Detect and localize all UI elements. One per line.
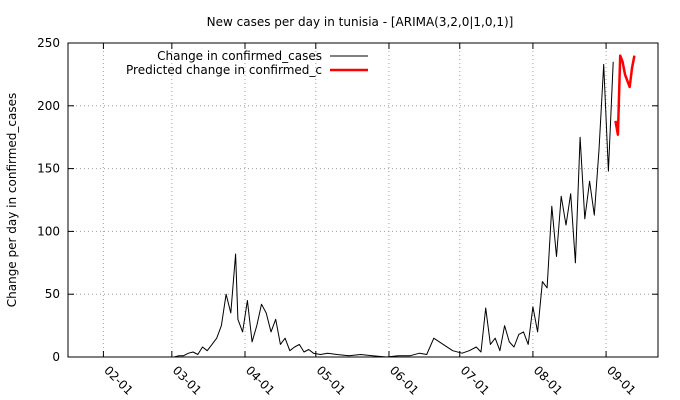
y-axis-label: Change per day in confirmed_cases [5, 93, 19, 308]
legend: Change in confirmed_cases Predicted chan… [126, 49, 368, 77]
x-tick-label: 08-01 [531, 363, 566, 398]
y-axis: 0 50 100 150 200 250 [37, 36, 658, 364]
chart-title: New cases per day in tunisia - [ARIMA(3,… [207, 15, 514, 29]
y-tick-label: 200 [37, 99, 60, 113]
x-tick-label: 04-01 [243, 363, 278, 398]
y-tick-label: 50 [45, 287, 60, 301]
plot-frame [67, 42, 659, 358]
x-tick-label: 05-01 [314, 363, 349, 398]
x-axis: 02-01 03-01 04-01 05-01 06-01 07-01 08-01 09-01 [101, 43, 639, 398]
grid [68, 43, 658, 357]
y-tick-label: 150 [37, 162, 60, 176]
legend-label-1: Predicted change in confirmed_c [126, 63, 322, 77]
x-tick-label: 02-01 [101, 363, 136, 398]
x-tick-label: 03-01 [170, 363, 205, 398]
x-tick-label: 06-01 [387, 363, 422, 398]
series-group [174, 54, 636, 358]
y-tick-label: 0 [52, 350, 60, 364]
y-tick-label: 250 [37, 36, 60, 50]
legend-label-0: Change in confirmed_cases [157, 49, 322, 63]
series-line-1 [614, 54, 636, 136]
x-tick-label: 07-01 [458, 363, 493, 398]
series-line-0 [174, 61, 614, 358]
y-tick-label: 100 [37, 224, 60, 238]
x-tick-label: 09-01 [604, 363, 639, 398]
